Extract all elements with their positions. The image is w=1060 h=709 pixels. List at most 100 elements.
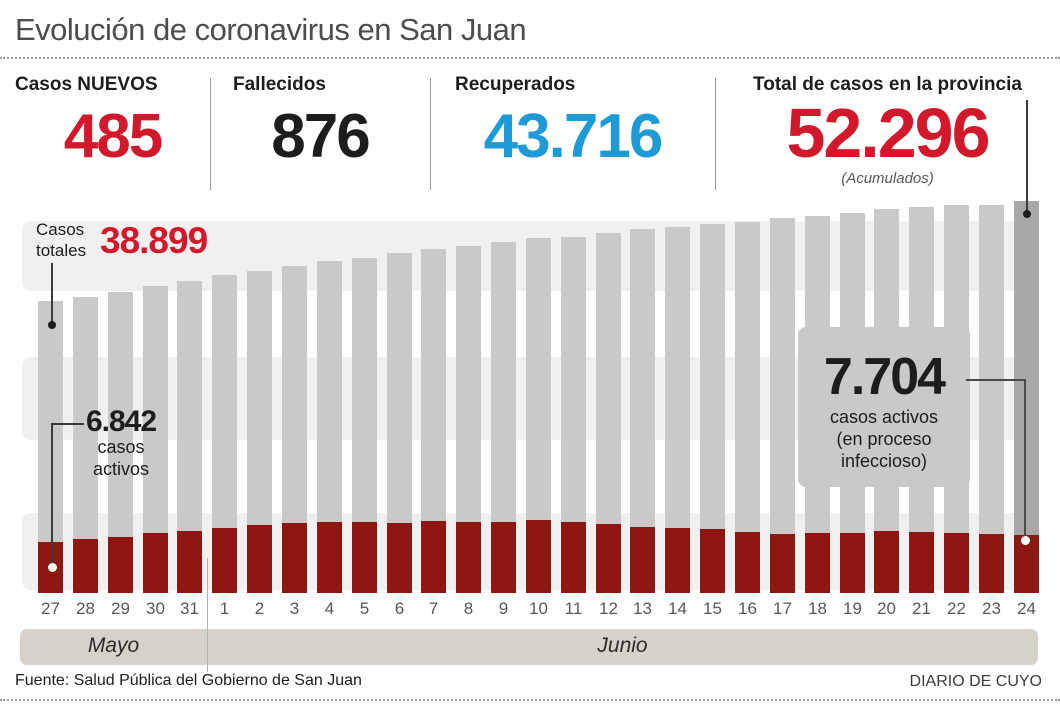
callout-dot (48, 563, 57, 572)
active-bar (421, 521, 446, 593)
annotation-last-active: 7.704 casos activos (en proceso infeccio… (800, 351, 968, 473)
active-bar (177, 531, 202, 593)
annotation-line: casos activos (829, 407, 939, 427)
annotation-line: (en proceso (836, 428, 932, 449)
callout-line (1024, 379, 1026, 540)
active-bar (282, 522, 307, 593)
active-bar (700, 528, 725, 593)
axis-day-label: 5 (359, 599, 370, 618)
axis-day-label: 17 (773, 599, 792, 618)
month-band (20, 629, 1038, 665)
active-bar (561, 522, 586, 593)
stat-divider (210, 78, 211, 190)
source-text: Fuente: Salud Pública del Gobierno de Sa… (15, 672, 362, 689)
month-label-junio: Junio (597, 634, 648, 657)
active-bar (840, 533, 865, 593)
axis-day-label: 4 (324, 599, 335, 618)
active-bar (770, 534, 795, 593)
callout-line (51, 263, 53, 325)
active-bar (387, 522, 412, 593)
active-bar (526, 519, 551, 593)
axis-day-label: 16 (738, 599, 757, 618)
axis-day-label: 1 (219, 599, 230, 618)
page-title: Evolución de coronavirus en San Juan (15, 12, 527, 47)
active-bar (596, 524, 621, 593)
annotation-line: Casos (36, 220, 85, 239)
axis-day-label: 12 (599, 599, 618, 618)
callout-line (51, 423, 53, 566)
stat-value-total: 52.296 (786, 94, 990, 172)
axis-day-label: 7 (428, 599, 439, 618)
active-bar (317, 522, 342, 593)
annotation-first-active-value: 6.842 (85, 405, 157, 438)
axis-day-label: 2 (254, 599, 265, 618)
annotation-last-active-value: 7.704 (823, 348, 946, 406)
credit-text: DIARIO DE CUYO (909, 673, 1042, 690)
callout-line (52, 423, 84, 425)
axis-day-label: 27 (41, 599, 60, 618)
active-bar (944, 533, 969, 593)
axis-day-label: 9 (498, 599, 509, 618)
annotation-line: casos (97, 437, 145, 457)
axis-day-label: 20 (877, 599, 896, 618)
axis-day-label: 19 (843, 599, 862, 618)
annotation-first-total-label: Casos totales (36, 220, 98, 261)
annotation-line: totales (36, 240, 87, 260)
axis-day-label: 13 (633, 599, 652, 618)
total-bar (735, 222, 760, 593)
axis-day-label: 18 (808, 599, 827, 618)
axis-day-label: 29 (111, 599, 130, 618)
footer-divider-dotted (0, 699, 1060, 701)
axis-day-label: 8 (463, 599, 474, 618)
active-bar (735, 531, 760, 593)
stat-label-recuperados: Recuperados (455, 74, 576, 95)
axis-day-label: 6 (394, 599, 405, 618)
axis-day-label: 21 (912, 599, 931, 618)
annotation-first-active: 6.842 casos activos (66, 407, 176, 481)
annotation-line: infeccioso) (840, 450, 928, 471)
axis-day-label: 3 (289, 599, 300, 618)
active-bar (665, 528, 690, 593)
annotation-first-active-label: casos activos (66, 437, 176, 481)
axis-day-label: 22 (947, 599, 966, 618)
axis-day-label: 23 (982, 599, 1001, 618)
active-bar (805, 533, 830, 593)
stat-divider (430, 78, 431, 190)
stat-value-fallecidos: 876 (271, 102, 370, 171)
active-bar (630, 527, 655, 593)
annotation-first-total-value: 38.899 (100, 220, 208, 261)
annotation-last-active-label: casos activos (en proceso infeccioso) (800, 407, 968, 473)
month-label-mayo: Mayo (87, 634, 140, 657)
stat-label-fallecidos: Fallecidos (233, 74, 326, 95)
active-bar (73, 539, 98, 593)
axis-day-label: 28 (76, 599, 95, 618)
stat-value-nuevos: 485 (63, 102, 163, 171)
callout-dot (1021, 536, 1030, 545)
axis-day-label: 30 (146, 599, 165, 618)
total-bar (979, 204, 1004, 593)
total-bar (770, 218, 795, 593)
active-bar (108, 537, 133, 593)
header-divider-dotted (0, 57, 1060, 59)
axis-day-label: 31 (180, 599, 199, 618)
total-bar (1014, 201, 1039, 593)
active-bar (456, 522, 481, 593)
active-bar (491, 522, 516, 593)
stat-total-note: (Acumulados) (841, 170, 934, 187)
active-bar (212, 528, 237, 593)
stat-value-recuperados: 43.716 (483, 102, 664, 171)
stat-label-nuevos: Casos NUEVOS (15, 74, 158, 95)
active-bar (143, 533, 168, 593)
annotation-line: activos (92, 458, 150, 479)
month-separator (207, 558, 208, 672)
active-bar (247, 525, 272, 593)
active-bar (874, 531, 899, 593)
stat-label-total: Total de casos en la provincia (753, 74, 1022, 95)
axis-day-label: 15 (703, 599, 722, 618)
axis-day-label: 10 (529, 599, 548, 618)
annotation-panel (798, 327, 970, 487)
axis-day-label: 11 (564, 599, 583, 618)
active-bar (352, 522, 377, 593)
axis-day-label: 24 (1017, 599, 1036, 618)
